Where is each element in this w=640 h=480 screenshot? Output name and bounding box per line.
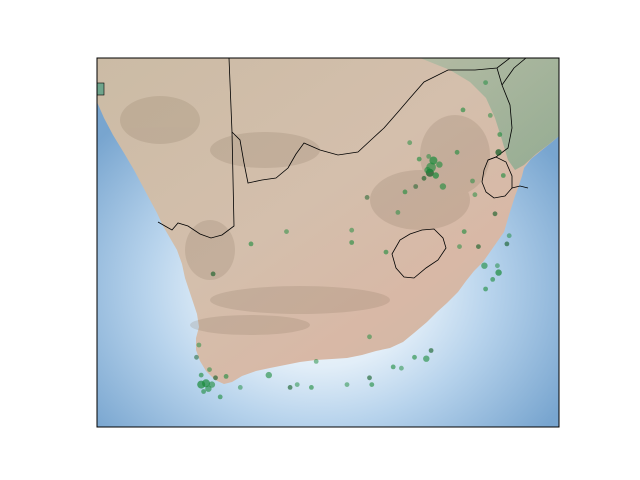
observation-point xyxy=(294,382,300,387)
observation-point xyxy=(492,211,498,217)
observation-point xyxy=(423,355,430,362)
observation-point xyxy=(500,173,506,178)
observation-point xyxy=(472,192,478,198)
observation-point xyxy=(421,175,427,181)
observation-point xyxy=(429,156,438,165)
border-botswana-south-africa xyxy=(231,58,511,184)
observation-point xyxy=(313,359,319,364)
observation-point xyxy=(439,183,447,190)
observation-point xyxy=(506,233,512,239)
observation-point xyxy=(237,385,243,390)
observation-point xyxy=(483,286,488,292)
axes-frame xyxy=(96,57,560,428)
observation-point xyxy=(460,107,466,113)
observation-points xyxy=(194,80,512,400)
observation-point xyxy=(461,229,467,235)
observation-point xyxy=(395,210,401,215)
observation-point xyxy=(413,184,419,189)
observation-point xyxy=(470,178,475,184)
observation-point xyxy=(217,394,223,400)
border-south-africa-mozambique xyxy=(511,185,529,189)
observation-point xyxy=(208,381,216,388)
observation-point xyxy=(248,241,254,247)
observation-point xyxy=(426,154,432,159)
northeast-vegetation xyxy=(420,58,559,170)
observation-point xyxy=(383,249,389,255)
observation-point xyxy=(412,354,417,360)
observation-point xyxy=(432,172,439,179)
observation-point xyxy=(487,113,493,118)
observation-point xyxy=(284,229,289,235)
observation-point xyxy=(436,161,443,168)
observation-point xyxy=(364,195,370,200)
observation-point xyxy=(495,149,502,156)
walvis-bay-marker xyxy=(97,82,105,96)
observation-point xyxy=(399,365,404,371)
observation-point xyxy=(424,166,431,174)
observation-point xyxy=(402,189,408,195)
observation-point xyxy=(367,375,372,381)
land-mass xyxy=(97,58,559,384)
observation-point xyxy=(201,389,207,394)
observation-point xyxy=(344,382,350,387)
observation-point xyxy=(349,240,355,245)
observation-point xyxy=(213,375,218,381)
border-mozambique xyxy=(501,58,527,86)
country-borders xyxy=(157,58,529,279)
observation-point xyxy=(194,354,199,360)
observation-point xyxy=(265,371,272,379)
observation-point xyxy=(495,269,502,276)
observation-point xyxy=(476,244,481,250)
observation-point xyxy=(349,227,355,233)
border-lesotho xyxy=(391,228,447,279)
observation-point xyxy=(407,140,413,146)
border-namibia xyxy=(157,58,235,239)
observation-point xyxy=(309,385,314,390)
observation-point xyxy=(390,364,396,370)
observation-point xyxy=(202,379,210,388)
observation-point xyxy=(490,277,496,282)
observation-point xyxy=(481,262,488,269)
observation-point xyxy=(223,374,229,379)
observation-point xyxy=(457,244,462,250)
observation-point xyxy=(416,156,422,162)
observation-point xyxy=(483,80,488,85)
observation-point xyxy=(367,334,372,340)
observation-point xyxy=(369,382,375,387)
observation-point xyxy=(454,149,460,155)
observation-point xyxy=(497,132,503,137)
observation-point xyxy=(428,348,434,353)
observation-point xyxy=(504,241,510,247)
observation-point xyxy=(287,385,293,390)
observation-point xyxy=(495,263,500,269)
map-axes xyxy=(97,58,559,427)
observation-point xyxy=(210,271,216,277)
border-eswatini xyxy=(481,156,513,199)
relief-shading xyxy=(120,96,490,335)
observation-point xyxy=(207,367,212,372)
observation-point xyxy=(196,342,202,348)
observation-point xyxy=(198,372,204,378)
